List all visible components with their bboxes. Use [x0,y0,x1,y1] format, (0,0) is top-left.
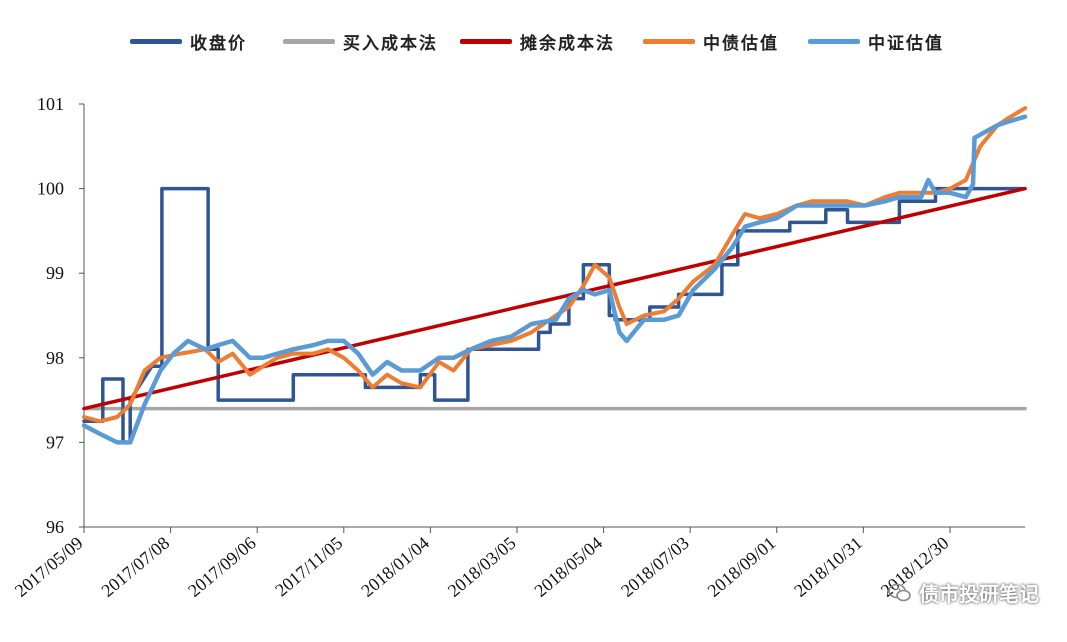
y-tick-label: 100 [37,179,64,199]
wechat-icon [888,583,911,601]
plot-area: 96 97 98 99 100 101 2017/05/09 2017/07/08 2017/0… [11,94,1028,601]
watermark-text: 债市投研笔记 [919,582,1039,606]
x-tick-label: 2017/05/09 [11,533,87,601]
legend-item-purchase-cost: 买入成本法 [283,26,438,56]
series-line-4 [81,114,1028,445]
x-tick-label: 2018/07/03 [617,533,693,601]
chart-legend: 收盘价 买入成本法 摊余成本法 中债估值 中证估值 [0,26,1067,56]
x-tick-label: 2018/03/05 [444,533,520,601]
legend-item-amortized-cost: 摊余成本法 [460,26,615,56]
y-tick-label: 97 [46,432,64,452]
x-tick-label: 2018/09/01 [704,533,780,601]
legend-label: 中证估值 [868,33,944,54]
legend-swatch [460,38,512,44]
x-tick-label: 2018/05/04 [530,533,606,601]
y-tick-label: 99 [46,263,64,283]
y-tick-label: 98 [46,348,64,368]
x-tick-label: 2018/01/04 [357,533,433,601]
watermark: 债市投研笔记 [887,578,1039,607]
series-line-0 [82,186,1027,445]
legend-swatch [130,38,182,44]
legend-label: 收盘价 [190,33,247,54]
legend-label: 摊余成本法 [520,33,615,54]
legend-swatch [643,38,695,44]
x-tick-label: 2017/11/05 [271,533,346,601]
legend-item-closing-price: 收盘价 [130,26,247,56]
x-tick-label: 2018/10/31 [790,533,866,601]
legend-item-chinabond-valuation: 中债估值 [643,26,779,56]
legend-item-csi-valuation: 中证估值 [808,26,944,56]
legend-label: 中债估值 [703,33,779,54]
legend-swatch [283,38,335,44]
legend-swatch [808,38,860,44]
y-tick-label: 101 [37,94,64,114]
series-line-2 [82,186,1027,411]
y-tick-label: 96 [46,517,64,537]
legend-label: 买入成本法 [343,33,438,54]
x-tick-label: 2017/07/08 [97,533,173,601]
x-tick-label: 2017/09/06 [184,533,260,601]
